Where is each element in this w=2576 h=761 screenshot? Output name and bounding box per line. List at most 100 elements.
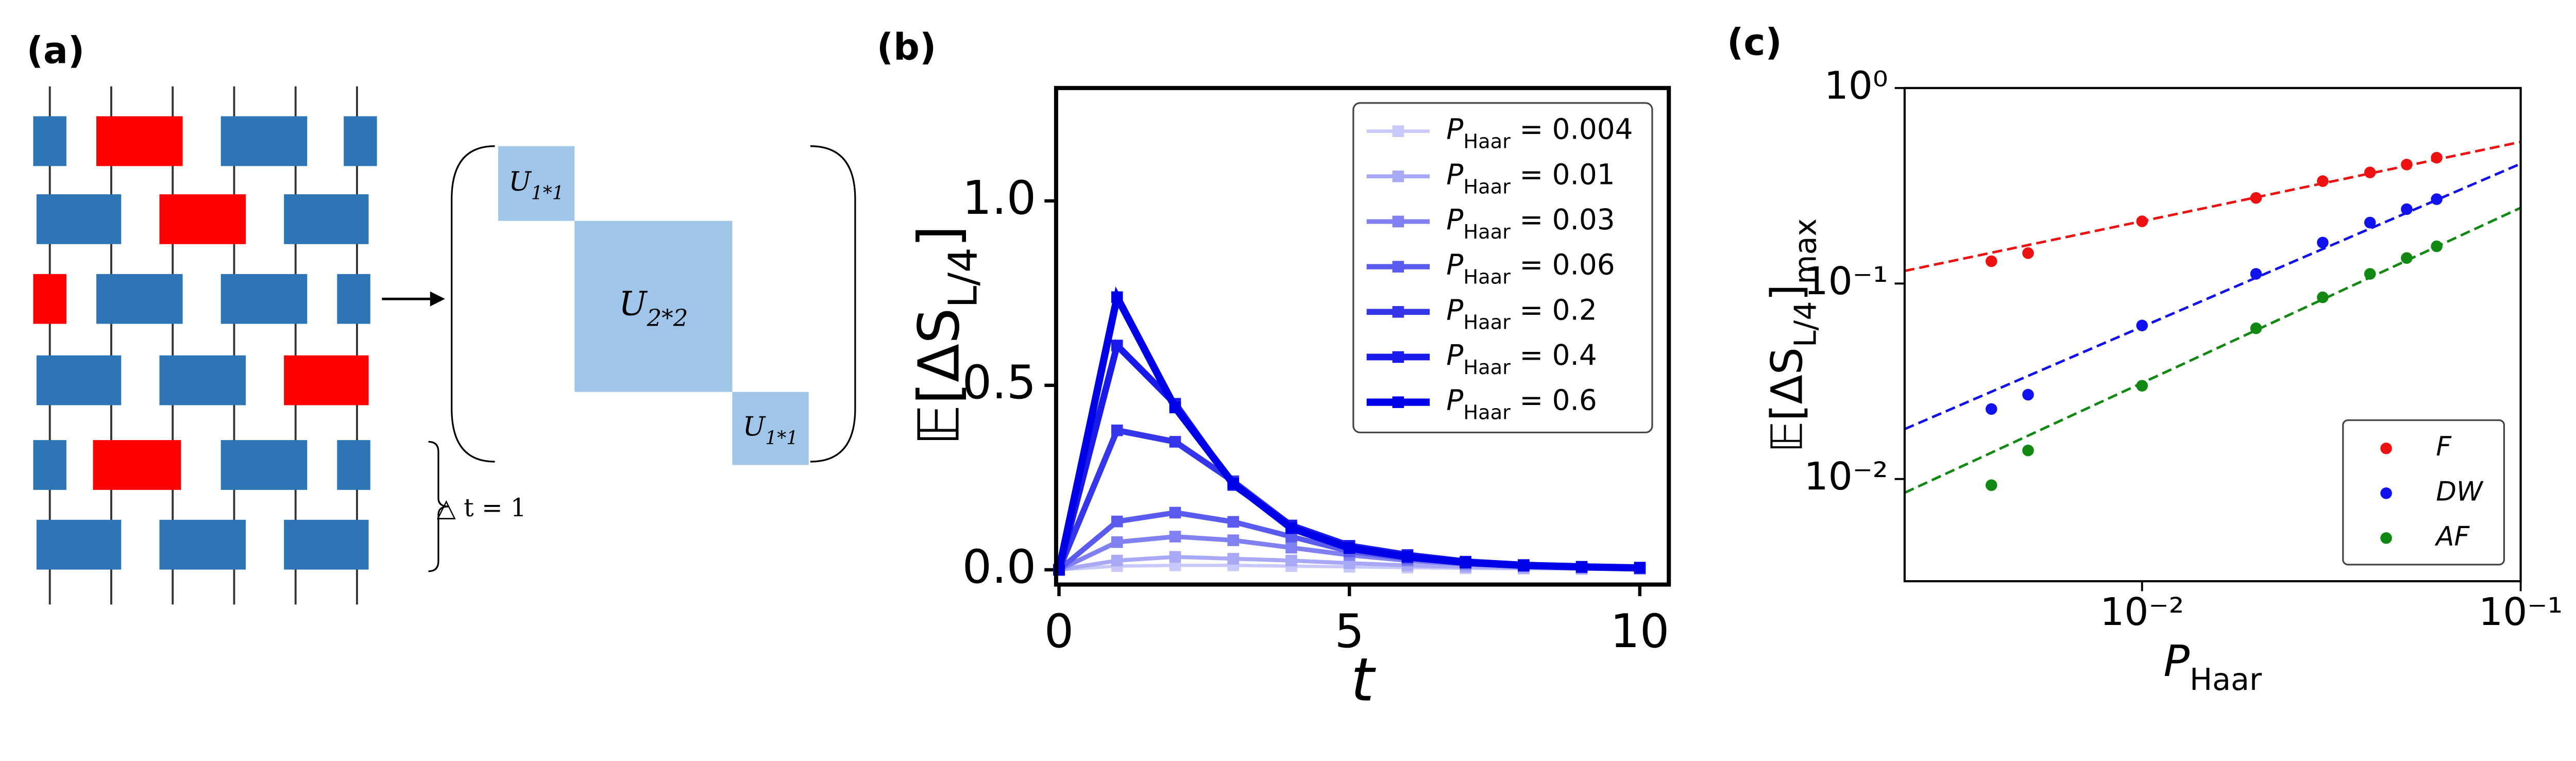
label: PHaar = 0.01	[1446, 158, 1615, 198]
gate	[221, 440, 308, 490]
point	[2250, 322, 2262, 334]
label-part: Haar	[2190, 662, 2262, 697]
marker	[1285, 522, 1297, 534]
label-part: P	[1446, 113, 1463, 146]
marker	[1227, 516, 1239, 528]
label-part: 1*1	[765, 427, 798, 449]
label-part: = 0.4	[1511, 339, 1597, 371]
point	[2022, 247, 2034, 259]
point	[1985, 479, 1997, 491]
marker	[1401, 551, 1414, 563]
label-part: = 0.6	[1511, 384, 1597, 417]
marker	[1285, 554, 1297, 567]
bracket	[451, 145, 495, 463]
marker	[1227, 478, 1239, 489]
label-part: Haar	[1463, 175, 1511, 198]
point	[2317, 236, 2329, 249]
matrix-block	[498, 146, 575, 221]
label-part: = 0.2	[1511, 293, 1597, 326]
label-part: U	[619, 284, 648, 323]
marker	[1111, 554, 1123, 567]
arrow-head	[430, 291, 445, 307]
point	[2022, 388, 2034, 401]
gate	[159, 519, 246, 570]
y-tick-label: 0.5	[962, 356, 1037, 410]
gate	[36, 194, 122, 244]
label-part: P	[1446, 248, 1463, 281]
gate	[337, 274, 370, 324]
y-tick-label: 0.0	[962, 540, 1037, 594]
point	[2364, 216, 2376, 229]
gate	[221, 116, 308, 166]
label: U2*2	[619, 284, 688, 332]
y-tick-label: 10⁻²	[1804, 454, 1888, 499]
label-part: U	[509, 166, 532, 197]
marker	[1460, 556, 1471, 568]
x-tick-label: 10⁻¹	[2479, 590, 2563, 634]
legend-box	[2342, 419, 2505, 566]
fit-line	[1904, 162, 2521, 431]
gate	[284, 355, 369, 405]
marker	[1343, 542, 1355, 554]
label-part: P	[1446, 384, 1463, 417]
axes-frame	[1054, 86, 1671, 587]
gate	[284, 194, 369, 244]
x-tick-label: 5	[1334, 604, 1364, 658]
legend-marker	[1392, 396, 1404, 408]
marker	[1111, 340, 1123, 351]
point	[2136, 215, 2148, 227]
x-tick-label: 0	[1044, 604, 1074, 658]
label-part: = 0.01	[1511, 158, 1615, 191]
label-part: Haar	[1463, 356, 1511, 379]
marker	[1285, 542, 1297, 554]
gate	[221, 274, 308, 324]
point	[2364, 166, 2376, 178]
marker	[1227, 553, 1239, 565]
point	[2431, 151, 2443, 164]
matrix-block	[574, 221, 733, 392]
x-tick-label: 10	[1610, 604, 1669, 658]
x-tick-label: 10⁻²	[2100, 590, 2184, 634]
label-part: Haar	[1463, 221, 1511, 244]
gate	[284, 519, 369, 570]
gate	[36, 355, 122, 405]
fit-line	[1904, 141, 2521, 273]
label: PHaar = 0.2	[1446, 293, 1597, 334]
y-tick-label: 10⁻¹	[1804, 259, 1888, 303]
marker	[1169, 401, 1181, 414]
label-part: P	[1446, 339, 1463, 371]
marker	[1169, 506, 1181, 519]
legend-marker	[1392, 215, 1404, 228]
legend-label: F	[2436, 431, 2452, 462]
legend-label: AF	[2434, 521, 2470, 552]
label-part: 1*1	[531, 182, 564, 204]
point	[2136, 380, 2148, 392]
label-part: = 0.03	[1511, 203, 1615, 236]
marker	[1518, 560, 1530, 571]
label: PHaar = 0.004	[1446, 113, 1633, 154]
gate	[344, 116, 377, 166]
marker	[1111, 291, 1123, 303]
marker	[1575, 561, 1588, 573]
gate	[93, 440, 181, 490]
label-part: Haar	[1463, 266, 1511, 289]
marker	[1634, 562, 1646, 574]
marker	[1227, 534, 1239, 546]
gate	[33, 440, 66, 490]
label-part: L/4	[941, 247, 987, 308]
circuit-diagram	[33, 86, 856, 605]
gate	[33, 274, 66, 324]
gate	[36, 519, 122, 570]
gate	[159, 194, 246, 244]
y-tick-label: 10⁰	[1824, 63, 1888, 108]
label-part: Haar	[1463, 311, 1511, 334]
legend-marker	[2380, 487, 2392, 499]
label-part: max	[1788, 218, 1823, 284]
marker	[1169, 531, 1181, 543]
legend-marker	[1392, 306, 1404, 318]
label: PHaar = 0.6	[1446, 384, 1597, 425]
label-part: Haar	[1463, 130, 1511, 154]
legend-marker	[2380, 442, 2392, 454]
brace	[428, 441, 449, 572]
label-part: Haar	[1463, 401, 1511, 425]
